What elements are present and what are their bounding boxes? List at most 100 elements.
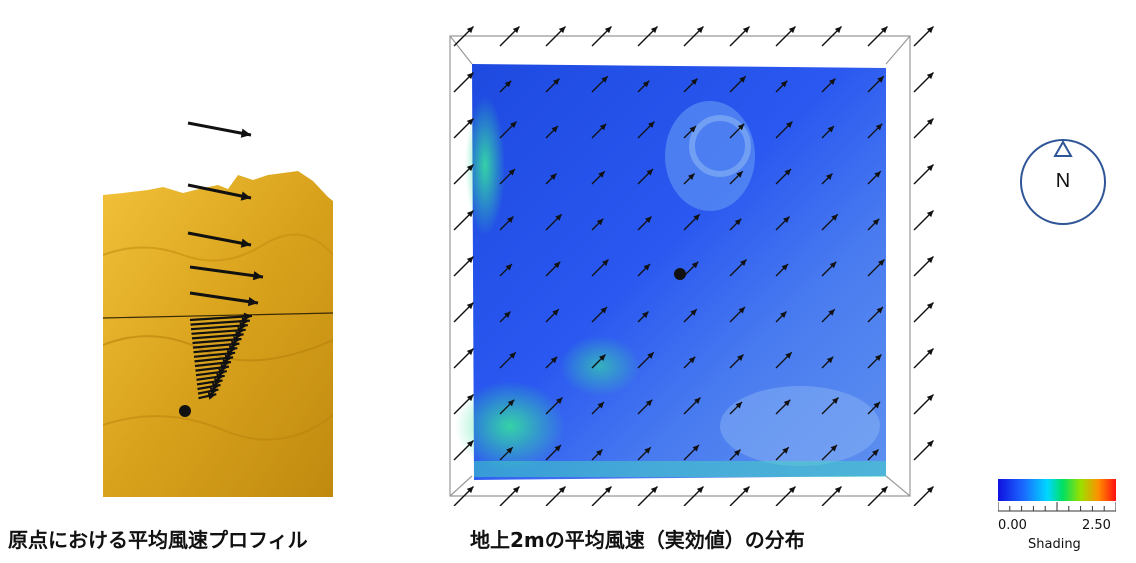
field-arrow-head — [834, 486, 842, 494]
field-arrow-head — [926, 26, 934, 34]
profile-arrow-head — [222, 359, 231, 367]
field-arrow-head — [601, 76, 608, 83]
field-arrow-head — [596, 218, 604, 226]
field-arrow-head — [551, 126, 558, 133]
north-triangle-icon — [1053, 139, 1073, 157]
field-arrow-head — [734, 218, 742, 226]
field-arrow-head — [550, 173, 557, 180]
field-arrow-head — [926, 210, 934, 218]
field-arrow-head — [828, 309, 835, 316]
field-arrow-head — [507, 399, 515, 407]
field-arrow-head — [734, 449, 741, 456]
profile-arrow-head — [207, 392, 217, 400]
field-arrow-head — [642, 311, 649, 318]
profile-arrow — [189, 314, 253, 322]
field-arrow-head — [877, 76, 884, 83]
field-arrow-head — [512, 486, 520, 494]
field-arrow-head — [644, 447, 651, 454]
field-arrow-head — [553, 261, 561, 269]
field-arrow-head — [780, 80, 788, 88]
profile-arrow — [187, 183, 252, 200]
field-arrow-head — [926, 118, 934, 126]
profile-arrow — [191, 333, 244, 340]
profile-arrow-head — [231, 340, 240, 349]
field-arrow-head — [926, 486, 934, 494]
profile-arrow — [190, 319, 250, 326]
profile-arrow — [189, 291, 259, 305]
field-arrow-head — [558, 486, 566, 494]
profile-arrow-head — [240, 191, 251, 201]
colorbar — [998, 479, 1116, 501]
field-arrow-head — [553, 78, 560, 85]
field-arrow-head — [875, 123, 883, 131]
field-arrow-head — [508, 169, 515, 176]
field-arrow-head — [926, 348, 934, 356]
profile-arrow-head — [218, 368, 227, 377]
field-arrow-head — [786, 121, 793, 128]
field-arrow-head — [872, 218, 880, 226]
profile-arrow-head — [226, 349, 236, 358]
field-arrow-head — [504, 80, 512, 88]
origin-marker — [179, 405, 191, 417]
profile-arrow-head — [239, 321, 248, 330]
field-arrow-head — [647, 352, 654, 359]
field-arrow-head — [466, 72, 474, 80]
field-arrow-head — [834, 26, 842, 34]
wind-profile-arrows — [179, 121, 264, 417]
profile-arrow-head — [214, 377, 223, 386]
field-arrow-head — [550, 356, 558, 364]
field-arrow-head — [832, 397, 839, 404]
field-arrow-head — [554, 445, 561, 452]
field-arrow-head — [696, 26, 704, 34]
field-arrow-head — [466, 302, 474, 310]
colorbar-ticks — [998, 502, 1116, 512]
field-arrow-head — [785, 352, 792, 359]
field-arrow-head — [742, 26, 750, 34]
profile-arrow-head — [252, 271, 263, 281]
profile-arrow-head — [235, 331, 244, 339]
field-arrow-head — [645, 399, 653, 407]
field-arrow-head — [784, 169, 791, 176]
origin-marker — [674, 268, 686, 280]
field-arrow-head — [599, 354, 606, 361]
field-arrow-head — [466, 486, 474, 494]
field-arrow-head — [880, 26, 888, 34]
field-arrow-head — [650, 486, 658, 494]
field-arrow-head — [737, 123, 745, 131]
field-arrow-head — [645, 216, 652, 223]
field-arrow-head — [875, 354, 882, 361]
profile-arrow-head — [240, 128, 251, 138]
field-arrow-head — [780, 311, 787, 318]
profile-arrow — [190, 324, 248, 331]
field-arrow-head — [926, 440, 934, 448]
wind-field-map — [449, 26, 934, 506]
profile-arrow — [191, 328, 246, 335]
field-arrow-head — [696, 486, 704, 494]
field-arrow-head — [788, 26, 796, 34]
field-arrow-head — [602, 259, 609, 266]
field-arrow-head — [510, 121, 517, 128]
field-arrow-head — [926, 302, 934, 310]
field-arrow-head — [874, 171, 881, 178]
field-arrow-head — [739, 76, 746, 83]
field-arrow-head — [466, 210, 474, 218]
field-arrow-head — [556, 397, 563, 404]
compass-label: N — [1055, 170, 1071, 192]
field-arrow-head — [604, 26, 612, 34]
field-arrow-head — [826, 173, 833, 180]
field-arrow-head — [466, 26, 474, 34]
colorbar-min-label: 0.00 — [998, 518, 1027, 533]
field-arrow-head — [873, 402, 880, 409]
field-arrow-head — [599, 123, 607, 131]
field-arrow-head — [509, 352, 516, 359]
field-arrow-head — [926, 164, 934, 172]
field-arrow-head — [650, 26, 658, 34]
field-arrow-head — [555, 214, 562, 221]
field-arrow-head — [830, 445, 837, 452]
terrain-surface — [103, 171, 333, 497]
field-arrow-head — [831, 214, 838, 221]
field-arrow-head — [736, 171, 743, 178]
field-arrow-head — [783, 216, 790, 223]
field-arrow-head — [642, 80, 650, 88]
field-arrow-head — [506, 447, 513, 454]
